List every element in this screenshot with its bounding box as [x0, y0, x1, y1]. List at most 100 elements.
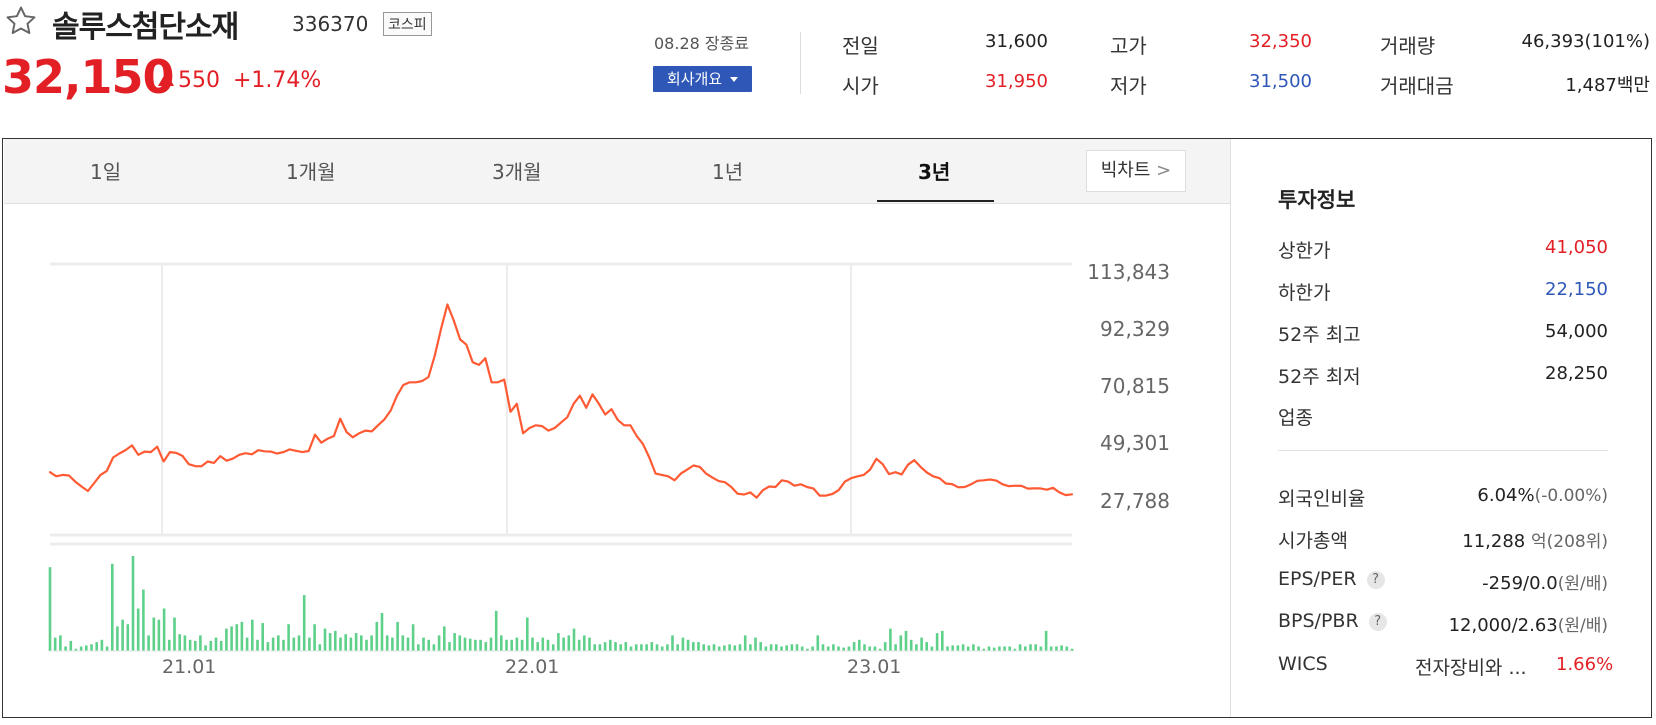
volume-bar [411, 624, 415, 651]
volume-value: 46,393(101%) [1521, 31, 1651, 52]
volume-bar [790, 644, 794, 651]
volume-bar [463, 637, 467, 651]
volume-bar [816, 635, 820, 651]
volume-bar [686, 639, 690, 651]
prev-close-value: 31,600 [985, 31, 1048, 52]
volume-bar [909, 639, 913, 651]
foreign-ratio-label: 외국인비율 [1278, 488, 1366, 510]
week52-low-label: 52주 최저 [1278, 366, 1361, 388]
active-tab-indicator [877, 200, 994, 202]
volume-bar [785, 645, 788, 651]
volume-bar [961, 644, 965, 651]
volume-bar [173, 617, 176, 651]
chart-panel [2, 138, 1652, 718]
high-value: 32,350 [1249, 31, 1312, 52]
eps-per-number: -259/0.0 [1482, 573, 1558, 594]
volume-bar [505, 639, 508, 651]
volume-bar [966, 646, 970, 651]
x-tick-label: 21.01 [162, 656, 217, 678]
volume-bar [287, 624, 290, 651]
bps-pbr-unit: (원/배) [1557, 616, 1608, 636]
y-tick-label: 27,788 [1100, 489, 1170, 513]
volume-bar [344, 634, 347, 651]
tab-1year[interactable]: 1년 [712, 160, 744, 184]
volume-bar [925, 642, 928, 651]
volume-bar [116, 626, 119, 651]
volume-bar [245, 637, 249, 651]
help-icon[interactable]: ? [1366, 571, 1385, 589]
tab-3month[interactable]: 3개월 [492, 160, 542, 184]
market-cap-number: 11,288 [1462, 531, 1526, 552]
volume-bar [987, 646, 991, 651]
y-tick-label: 92,329 [1100, 317, 1170, 341]
volume-bar [297, 635, 301, 651]
market-badge: 코스피 [383, 12, 432, 36]
volume-bar [323, 628, 327, 651]
volume-bar [759, 642, 762, 651]
volume-bar [598, 644, 602, 651]
volume-bar [1024, 646, 1027, 651]
volume-bar [74, 648, 78, 651]
eps-per-value: -259/0.0(원/배) [1408, 569, 1608, 594]
up-triangle-icon [158, 72, 174, 86]
big-chart-button[interactable]: 빅차트 > [1086, 150, 1186, 192]
eps-per-text: EPS/PER [1278, 568, 1357, 590]
volume-bar [660, 646, 664, 651]
tab-1month[interactable]: 1개월 [286, 160, 336, 184]
industry-label: 업종 [1278, 407, 1313, 429]
trade-amount-label: 거래대금 [1380, 74, 1454, 98]
volume-bar [194, 640, 197, 651]
y-tick-label: 49,301 [1100, 431, 1170, 455]
volume-bar [894, 644, 897, 651]
lower-limit-value: 22,150 [1545, 279, 1608, 300]
chevron-right-icon: > [1156, 160, 1172, 181]
volume-bar [806, 648, 809, 651]
tab-1day[interactable]: 1일 [90, 160, 122, 184]
volume-bar [225, 628, 228, 651]
volume-bar [557, 633, 560, 651]
volume-bar [318, 644, 322, 651]
volume-bar [977, 646, 980, 651]
volume-bar [1055, 646, 1058, 651]
panel-divider [1230, 139, 1231, 717]
favorite-star-icon[interactable] [4, 4, 38, 38]
volume-bar [219, 640, 223, 651]
volume-bar [313, 624, 316, 651]
wics-sector[interactable]: 전자장비와 ... [1415, 657, 1527, 679]
volume-bar [941, 630, 944, 651]
volume-bar [998, 646, 1001, 651]
volume-bar [676, 644, 679, 651]
volume-bar [738, 644, 742, 651]
big-chart-label: 빅차트 [1100, 160, 1151, 181]
investment-info-title: 투자정보 [1278, 188, 1356, 212]
volume-bar [811, 646, 814, 651]
tab-3year[interactable]: 3년 [918, 160, 951, 184]
volume-bar [105, 646, 109, 651]
volume-bar [878, 648, 882, 651]
volume-bar [443, 626, 446, 651]
volume-bar [417, 644, 420, 651]
volume-bar [510, 639, 513, 651]
volume-bar [1003, 646, 1006, 651]
volume-bar [1065, 646, 1069, 651]
volume-bar [858, 639, 861, 651]
volume-bar [188, 639, 192, 651]
market-cap-unit: 억 [1531, 532, 1547, 552]
volume-bar [90, 644, 93, 651]
volume-bar [1029, 644, 1032, 651]
volume-bar [339, 637, 342, 651]
upper-limit-value: 41,050 [1545, 237, 1608, 258]
bps-pbr-number: 12,000/2.63 [1448, 615, 1558, 636]
volume-bar [204, 645, 207, 651]
price-change-rate: +1.74% [233, 68, 322, 93]
volume-label: 거래량 [1380, 34, 1436, 58]
volume-bar [868, 646, 871, 651]
high-label: 고가 [1110, 34, 1147, 58]
volume-bar [899, 635, 903, 651]
help-icon[interactable]: ? [1368, 613, 1387, 631]
foreign-ratio-number: 6.04% [1477, 485, 1535, 506]
company-overview-button[interactable]: 회사개요 [653, 66, 752, 92]
volume-bar [800, 646, 804, 651]
prev-close-label: 전일 [842, 34, 879, 58]
